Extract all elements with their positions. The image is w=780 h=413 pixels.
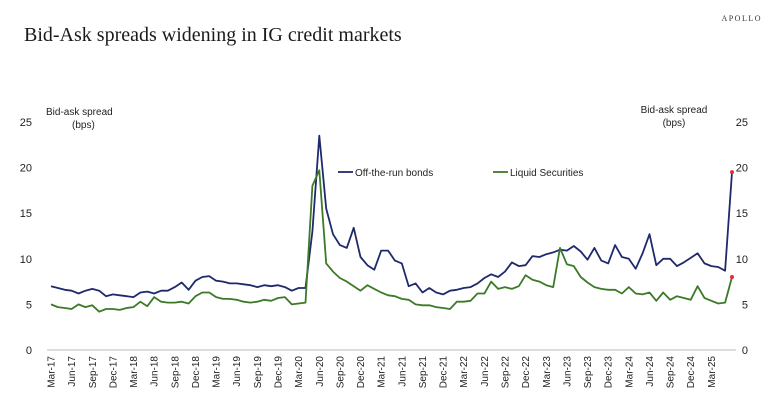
y-tick-right-0: 0	[742, 345, 748, 357]
right-axis-label-line2: (bps)	[662, 118, 686, 129]
legend-label: Off-the-run bonds	[355, 168, 433, 179]
y-tick-left-20: 20	[20, 163, 32, 175]
y-tick-left-0: 0	[26, 345, 32, 357]
x-tick-label: Jun-17	[67, 356, 78, 387]
x-tick-label: Mar-22	[459, 356, 470, 388]
x-tick-label: Dec-19	[274, 356, 285, 389]
x-tick-label: Sep-20	[335, 356, 346, 389]
series-endpoint-marker	[730, 275, 734, 280]
x-tick-label: Dec-17	[108, 356, 119, 389]
x-tick-label: Mar-18	[129, 356, 140, 388]
x-tick-label: Mar-25	[707, 356, 718, 388]
x-tick-label: Sep-22	[501, 356, 512, 389]
brand-logo: APOLLO	[721, 14, 762, 23]
y-tick-left-5: 5	[26, 299, 32, 311]
legend-label: Liquid Securities	[510, 168, 583, 179]
x-tick-label: Jun-24	[645, 356, 656, 387]
right-axis-label-line1: Bid-ask spread	[640, 105, 708, 116]
x-tick-label: Sep-23	[583, 356, 594, 389]
x-tick-label: Dec-22	[521, 356, 532, 389]
y-tick-left-10: 10	[20, 254, 32, 266]
x-tick-label: Sep-18	[170, 356, 181, 389]
series-endpoint-marker	[730, 170, 734, 175]
x-tick-label: Dec-23	[604, 356, 615, 389]
x-tick-label: Sep-24	[666, 356, 677, 389]
x-tick-label: Dec-18	[191, 356, 202, 389]
x-tick-label: Mar-19	[212, 356, 223, 388]
x-tick-label: Mar-21	[377, 356, 388, 388]
x-tick-label: Mar-20	[294, 356, 305, 388]
left-axis-label-line1: Bid-ask spread	[46, 107, 113, 118]
y-tick-left-25: 25	[20, 117, 32, 129]
x-tick-label: Mar-24	[624, 356, 635, 388]
left-axis-label: Bid-ask spread (bps)	[46, 106, 136, 132]
x-tick-label: Mar-17	[47, 356, 58, 388]
x-tick-label: Sep-17	[88, 356, 99, 389]
series-line-off-the-run-bonds	[50, 134, 733, 299]
x-tick-label: Jun-20	[315, 356, 326, 387]
x-tick-label: Dec-24	[686, 356, 697, 389]
y-tick-right-20: 20	[736, 163, 748, 175]
chart-title: Bid-Ask spreads widening in IG credit ma…	[24, 24, 402, 46]
x-tick-label: Sep-19	[253, 356, 264, 389]
y-tick-right-25: 25	[736, 117, 748, 129]
y-tick-left-15: 15	[20, 208, 32, 220]
y-tick-right-5: 5	[742, 299, 748, 311]
left-axis-label-line2: (bps)	[72, 120, 95, 131]
x-tick-label: Jun-23	[562, 356, 573, 387]
x-tick-label: Mar-23	[542, 356, 553, 388]
x-tick-label: Jun-22	[480, 356, 491, 387]
series-line-liquid-securities	[50, 169, 733, 313]
y-tick-right-10: 10	[736, 254, 748, 266]
x-tick-label: Jun-19	[232, 356, 243, 387]
x-tick-label: Sep-21	[418, 356, 429, 389]
x-tick-label: Dec-21	[439, 356, 450, 389]
x-tick-label: Jun-18	[150, 356, 161, 387]
x-tick-label: Jun-21	[397, 356, 408, 387]
y-tick-right-15: 15	[736, 208, 748, 220]
right-axis-label: Bid-ask spread (bps)	[626, 104, 722, 130]
x-tick-label: Dec-20	[356, 356, 367, 389]
